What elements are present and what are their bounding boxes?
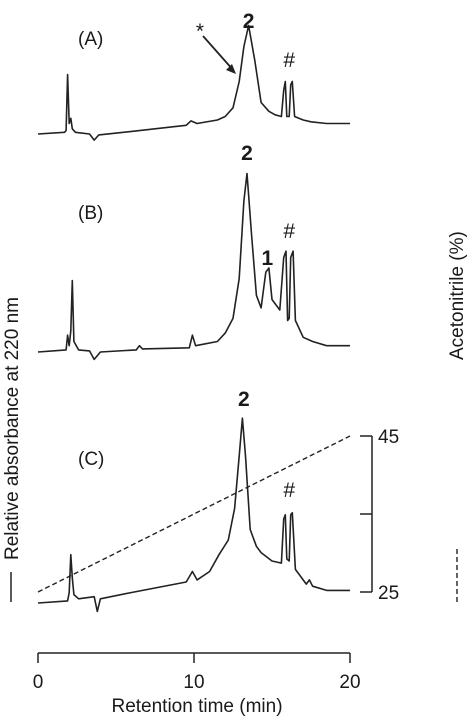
peak-label-2: 2 [241,142,253,165]
chromatogram-panels: (A) 2 # * (B) 2 1 # (C) 2 # [37,10,351,613]
peak-label-2: 2 [238,388,250,411]
hash-peak-label: # [283,479,295,502]
absorbance-trace [37,24,350,141]
right-axis: 45 25 [360,427,399,604]
panel-label: (A) [78,29,103,50]
x-tick-label: 10 [183,672,204,693]
panel-b: (B) 2 1 # [37,142,350,361]
absorbance-trace [37,172,350,361]
left-y-axis-title: Relative absorbance at 220 nm [2,297,23,560]
x-tick-label: 20 [339,672,360,693]
panel-label: (C) [78,449,104,470]
x-axis-ticks: 0 10 20 [33,653,361,693]
peak-label-2: 2 [243,10,255,33]
panel-a: (A) 2 # * [37,10,350,141]
panel-label: (B) [78,203,103,224]
x-axis: 0 10 20 Retention time (min) [33,652,361,717]
acetonitrile-gradient-line [37,435,351,593]
peak-label-1: 1 [261,247,273,270]
asterisk-label: * [196,20,204,43]
x-tick-label: 0 [33,672,44,693]
right-legend: Acetonitrile (%) [447,231,468,602]
left-legend: Relative absorbance at 220 nm [2,297,23,602]
right-axis-ticks: 45 25 [360,427,399,604]
absorbance-trace [37,417,350,613]
hash-peak-label: # [283,49,295,72]
x-axis-title: Retention time (min) [111,696,282,717]
right-tick-label: 25 [378,583,399,604]
panel-c: (C) 2 # [37,388,351,613]
right-y-axis-title: Acetonitrile (%) [447,231,468,360]
hash-peak-label: # [283,220,295,243]
asterisk-arrow [202,35,235,72]
right-tick-label: 45 [378,427,399,448]
asterisk-arrowhead [226,64,236,74]
